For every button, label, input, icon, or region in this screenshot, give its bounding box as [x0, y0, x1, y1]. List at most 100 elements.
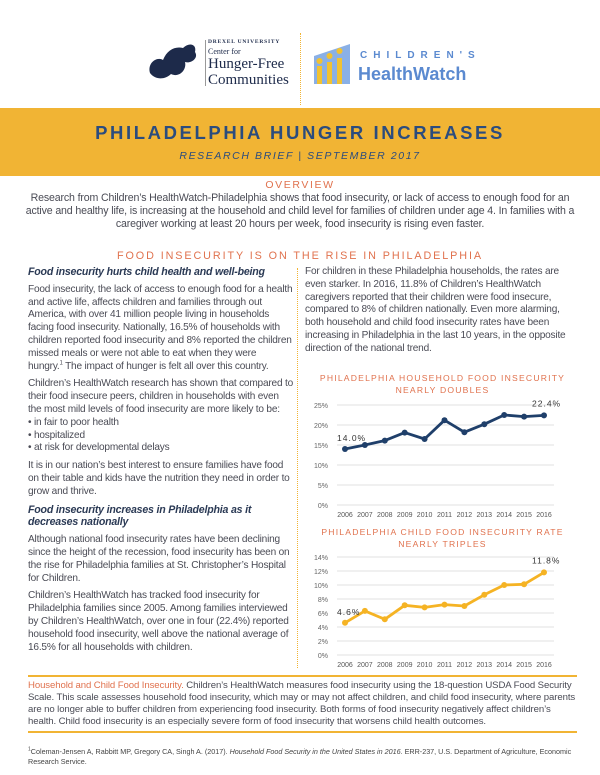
- data-point: [441, 417, 448, 424]
- logo-line: Hunger-Free: [208, 56, 285, 72]
- y-tick-label: 20%: [314, 423, 328, 430]
- y-tick-label: 14%: [314, 555, 328, 562]
- x-tick-label: 2013: [477, 512, 493, 519]
- overview-heading: OVERVIEW: [265, 179, 335, 191]
- x-tick-label: 2015: [516, 662, 532, 669]
- x-tick-label: 2006: [337, 662, 353, 669]
- logo-line: Center for: [208, 47, 241, 56]
- y-tick-label: 5%: [318, 483, 328, 490]
- data-label: 22.4%: [532, 398, 561, 408]
- y-tick-label: 4%: [318, 625, 328, 632]
- bullet-item: • at risk for developmental delays: [28, 442, 170, 454]
- chart-title: PHILADELPHIA CHILD FOOD INSECURITY RATE …: [305, 526, 580, 550]
- x-tick-label: 2014: [496, 512, 512, 519]
- data-point: [381, 616, 388, 623]
- footnote-authors: Coleman-Jensen A, Rabbitt MP, Gregory CA…: [30, 747, 230, 756]
- paragraph: Food insecurity, the lack of access to e…: [28, 284, 293, 374]
- paragraph: It is in our nation’s best interest to e…: [28, 460, 290, 497]
- drexel-university: DREXEL UNIVERSITY: [208, 39, 281, 45]
- data-point: [521, 581, 528, 588]
- child-chart: 0% 2% 4% 6% 8% 10% 12% 14% 2006 2007 2008 2009 2010 2…: [314, 555, 560, 669]
- paragraph: For children in these Philadelphia house…: [305, 266, 566, 354]
- footnote-number: 1: [28, 746, 31, 753]
- x-tick-label: 2012: [457, 512, 473, 519]
- column-divider: [297, 268, 298, 668]
- x-tick-label: 2012: [457, 662, 473, 669]
- data-label: 14.0%: [337, 433, 366, 443]
- y-tick-label: 15%: [314, 443, 328, 450]
- chw-logo-line2: HealthWatch: [358, 64, 467, 84]
- x-tick-label: 2009: [397, 512, 413, 519]
- x-tick-label: 2009: [397, 662, 413, 669]
- data-point: [481, 421, 488, 428]
- footnote-title: Household Food Security in the United St…: [229, 747, 403, 756]
- footnote-rest: ERR-237, U.S. Department of Agriculture,…: [28, 747, 572, 766]
- x-tick-label: 2010: [417, 662, 433, 669]
- x-tick-label: 2011: [437, 512, 452, 519]
- data-point: [541, 569, 547, 576]
- x-tick-label: 2016: [536, 662, 552, 669]
- bullet-item: • hospitalized: [28, 429, 85, 441]
- data-label: 11.8%: [532, 555, 560, 565]
- bullet-item: • in fair to poor health: [28, 416, 119, 428]
- data-point: [501, 412, 508, 418]
- page-subtitle: RESEARCH BRIEF | SEPTEMBER 2017: [179, 150, 421, 162]
- y-tick-label: 10%: [314, 463, 328, 470]
- logo-line: Communities: [208, 72, 289, 88]
- chw-bars-icon: [314, 44, 350, 84]
- data-point: [401, 429, 408, 436]
- y-tick-label: 12%: [314, 569, 328, 576]
- chart-title-line: PHILADELPHIA HOUSEHOLD FOOD INSECURITY: [319, 373, 566, 383]
- chart-title-line: NEARLY DOUBLES: [395, 385, 490, 395]
- data-point: [441, 601, 448, 608]
- paragraph-text: Food insecurity, the lack of access to e…: [28, 283, 293, 372]
- chart-title-line: PHILADELPHIA CHILD FOOD INSECURITY RATE: [321, 527, 564, 537]
- data-point: [481, 591, 488, 598]
- drexel-dragon-icon: [149, 44, 197, 79]
- bullet-text: hospitalized: [33, 429, 85, 441]
- x-tick-label: 2010: [417, 512, 433, 519]
- x-tick-label: 2013: [477, 662, 493, 669]
- definition-box: Household and Child Food Insecurity. Chi…: [28, 675, 577, 733]
- x-tick-label: 2016: [536, 512, 552, 519]
- overview-text: Research from Children’s HealthWatch-Phi…: [25, 192, 575, 230]
- subheading: Food insecurity hurts child health and w…: [28, 266, 265, 278]
- household-chart: 0% 5% 10% 15% 20% 25% 2006 2007 2008 2009 2010 2011…: [314, 398, 561, 519]
- data-point: [521, 413, 528, 420]
- chw-logo-line1: CHILDREN'S: [360, 50, 481, 61]
- x-tick-label: 2008: [377, 662, 393, 669]
- page-title: PHILADELPHIA HUNGER INCREASES: [95, 122, 505, 143]
- x-tick-label: 2015: [516, 512, 532, 519]
- x-tick-label: 2007: [357, 512, 373, 519]
- definition-text: Children’s HealthWatch measures food ins…: [28, 680, 576, 727]
- y-tick-label: 25%: [314, 403, 328, 410]
- data-point: [342, 619, 348, 626]
- x-tick-label: 2008: [377, 512, 393, 519]
- bullet-text: in fair to poor health: [33, 416, 119, 428]
- paragraph-text: The impact of hunger is felt all over th…: [62, 360, 269, 372]
- data-point: [361, 607, 368, 614]
- paragraph: Although national food insecurity rates …: [28, 534, 290, 584]
- logo-divider: [300, 33, 301, 105]
- data-point: [361, 442, 368, 448]
- left-column: Food insecurity hurts child health and w…: [28, 266, 293, 659]
- x-tick-label: 2007: [357, 662, 373, 669]
- series-line: [344, 571, 545, 625]
- data-point: [381, 437, 388, 444]
- paragraph: Children’s HealthWatch research has show…: [28, 378, 293, 415]
- data-point: [461, 603, 468, 609]
- header-logos: DREXEL UNIVERSITY Center for Hunger-Free…: [0, 30, 600, 105]
- data-point: [461, 429, 468, 436]
- y-tick-label: 10%: [314, 583, 328, 590]
- data-point: [401, 602, 408, 609]
- y-tick-label: 6%: [318, 611, 328, 618]
- chart-title-line: NEARLY TRIPLES: [398, 539, 487, 549]
- y-tick-label: 0%: [318, 503, 328, 510]
- data-point: [501, 582, 508, 588]
- chart-title: PHILADELPHIA HOUSEHOLD FOOD INSECURITY N…: [305, 372, 580, 396]
- x-tick-label: 2006: [337, 512, 353, 519]
- bullet-text: at risk for developmental delays: [33, 442, 170, 454]
- definition-lead: Household and Child Food Insecurity.: [28, 680, 184, 691]
- footnote: 1Coleman-Jensen A, Rabbitt MP, Gregory C…: [28, 747, 577, 767]
- footnote-ref: 1: [59, 360, 63, 367]
